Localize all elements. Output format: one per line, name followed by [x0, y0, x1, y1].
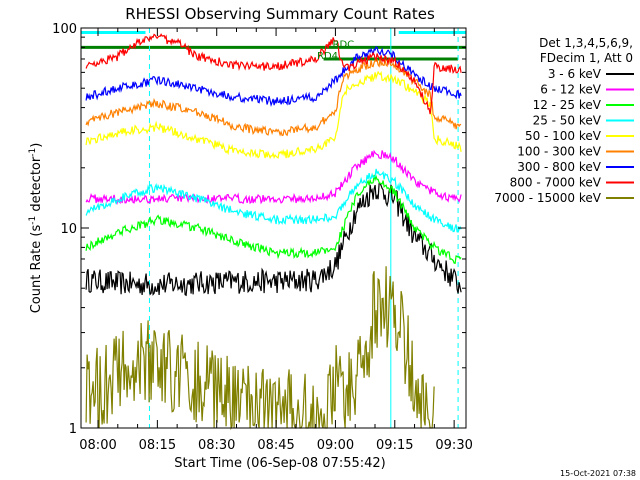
- legend-label: 300 - 800 keV: [517, 160, 601, 174]
- y-axis-label-end: ): [29, 143, 44, 148]
- annotation-label: RD4: [317, 51, 338, 62]
- legend-header-line1: Det 1,3,4,5,6,9,: [539, 36, 633, 50]
- legend-label: 6 - 12 keV: [540, 83, 602, 97]
- legend-label: 3 - 6 keV: [548, 67, 602, 81]
- x-tick-label: 08:45: [257, 438, 294, 453]
- series-lines: [85, 33, 462, 431]
- y-axis-label-mid: detector: [29, 156, 44, 216]
- annotation-label: RDC: [333, 39, 355, 50]
- series-line: [85, 168, 462, 233]
- x-axis: 08:00 08:15 08:30 08:45 09:00 09:15 09:30: [79, 28, 473, 453]
- x-tick-label: 08:00: [79, 438, 116, 453]
- legend-header-line2: FDecim 1, Att 0: [540, 51, 633, 65]
- y-axis: 100 10 1: [52, 22, 466, 437]
- footer-timestamp: 15-Oct-2021 07:38: [560, 469, 636, 478]
- x-tick-label: 09:15: [376, 438, 413, 453]
- legend-label: 25 - 50 keV: [533, 114, 602, 128]
- legend-label: 100 - 300 keV: [517, 145, 601, 159]
- series-line: [85, 182, 462, 297]
- y-axis-label-sup1: -1: [28, 216, 38, 225]
- y-axis-label-sup2: -1: [28, 148, 38, 157]
- x-tick-label: 09:00: [317, 438, 354, 453]
- series-line: [85, 149, 462, 205]
- y-tick-label: 100: [52, 22, 77, 37]
- chart-title: RHESSI Observing Summary Count Rates: [125, 5, 435, 23]
- x-tick-label: 08:15: [139, 438, 176, 453]
- legend: Det 1,3,4,5,6,9, FDecim 1, Att 0 3 - 6 k…: [494, 36, 634, 205]
- x-tick-label: 08:30: [198, 438, 235, 453]
- legend-label: 7000 - 15000 keV: [494, 191, 601, 205]
- y-tick-label: 1: [69, 422, 77, 437]
- x-axis-label: Start Time (06-Sep-08 07:55:42): [174, 456, 385, 471]
- series-line: [85, 33, 462, 115]
- legend-label: 50 - 100 keV: [525, 129, 602, 143]
- series-line: [85, 70, 462, 160]
- y-axis-label: Count Rate (s-1 detector-1): [28, 143, 44, 314]
- series-line: [85, 266, 435, 431]
- legend-label: 12 - 25 keV: [533, 98, 602, 112]
- x-tick-label: 09:30: [435, 438, 472, 453]
- y-tick-label: 10: [60, 222, 77, 237]
- series-line: [85, 174, 462, 265]
- legend-label: 800 - 7000 keV: [510, 176, 602, 190]
- y-axis-label-main: Count Rate (s: [29, 225, 44, 314]
